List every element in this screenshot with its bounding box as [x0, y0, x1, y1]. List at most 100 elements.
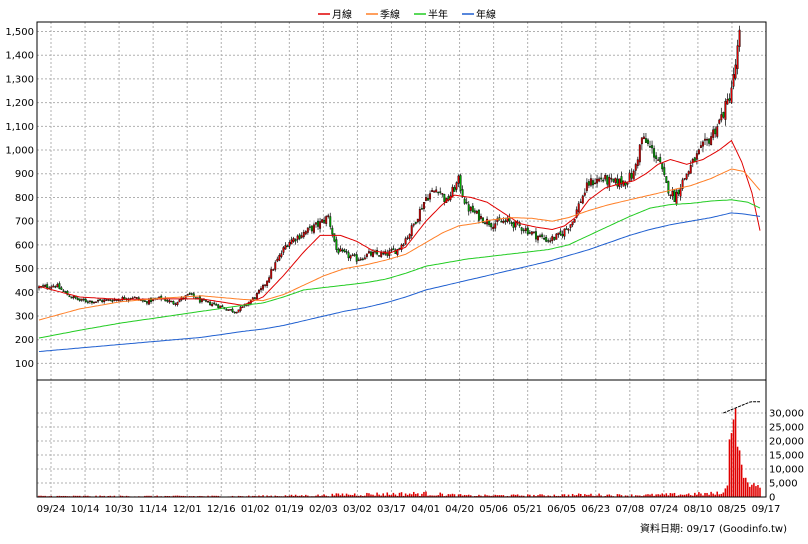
volume-bar [463, 494, 466, 497]
candle-body [492, 226, 495, 230]
candle-body [133, 296, 136, 299]
candle-body [233, 311, 236, 314]
volume-bar [706, 492, 708, 497]
candle-body [451, 186, 454, 197]
volume-bar [166, 495, 169, 497]
candle-body [677, 189, 680, 195]
candle-body [64, 291, 67, 293]
volume-bar [620, 495, 623, 497]
candle-body [172, 301, 175, 305]
candle-body [217, 304, 220, 308]
candle-body [95, 301, 97, 303]
volume-bar [476, 495, 478, 497]
volume-bar [435, 495, 437, 497]
candle-body [412, 223, 415, 226]
volume-bar [547, 495, 549, 497]
candle-body [82, 298, 85, 301]
candle-body [150, 297, 152, 303]
candle-body [663, 167, 666, 176]
candle-body [461, 189, 464, 198]
candle-body [103, 299, 106, 303]
volume-bar [598, 493, 600, 497]
candle-body [304, 231, 307, 235]
volume-bar [38, 495, 40, 497]
volume-bar [386, 492, 389, 497]
candle-body [298, 234, 301, 239]
volume-bar [404, 493, 407, 497]
volume-bar [441, 493, 444, 497]
volume-bar [447, 494, 450, 497]
candle-body [176, 302, 179, 305]
volume-bar [388, 494, 391, 497]
volume-bar [484, 494, 486, 497]
candle-body [68, 295, 71, 298]
volume-bar [626, 495, 629, 497]
candle-body [512, 222, 515, 228]
candle-body [78, 298, 81, 301]
candle-body [380, 252, 383, 257]
candle-body [404, 238, 407, 245]
volume-bar [744, 477, 747, 497]
volume-bar [406, 494, 409, 497]
volume-bar [262, 495, 264, 497]
volume-bar [72, 495, 75, 497]
candle-body [647, 139, 649, 144]
x-tick-label: 02/03 [309, 504, 338, 515]
candle-body [408, 234, 411, 239]
candle-body [522, 229, 525, 232]
volume-bar [370, 494, 372, 497]
volume-bar [726, 485, 729, 497]
volume-bar [423, 491, 425, 497]
volume-bar [107, 495, 110, 497]
candle-body [612, 178, 615, 182]
candle-body [237, 309, 240, 313]
candle-body [76, 297, 79, 301]
candle-body [559, 231, 562, 235]
candle-body [284, 245, 287, 250]
candle-body [655, 155, 658, 159]
volume-bar [657, 494, 659, 497]
candle-body [253, 297, 256, 299]
candle-body [699, 145, 702, 148]
volume-bar [317, 494, 319, 497]
candle-body [541, 234, 544, 237]
volume-bar [596, 495, 598, 497]
volume-bar [99, 495, 101, 497]
candle-body [510, 222, 513, 224]
volume-bar [64, 495, 67, 497]
price-tick-label: 900 [15, 169, 34, 180]
volume-bar [298, 495, 301, 497]
candle-body [545, 236, 548, 242]
candle-body [186, 294, 189, 296]
candle-body [642, 136, 645, 140]
candle-body [632, 170, 635, 180]
volume-bar [683, 494, 686, 497]
candle-body [372, 251, 374, 257]
candle-body [319, 221, 322, 229]
candle-body [70, 297, 73, 299]
candle-body [734, 64, 737, 79]
candle-body [585, 182, 588, 191]
candle-body [620, 176, 623, 185]
candle-body [504, 220, 507, 222]
volume-bar [573, 495, 576, 497]
legend-label: 半年 [428, 8, 448, 21]
volume-bar [516, 494, 519, 497]
volume-bar [366, 492, 368, 497]
candle-body [649, 146, 651, 148]
candle-body [300, 235, 303, 238]
candle-body [577, 203, 580, 212]
candle-body [604, 175, 607, 180]
volume-bar [734, 408, 737, 497]
volume-bar [237, 495, 240, 497]
volume-bar [217, 495, 220, 497]
volume-tick-label: 20,000 [769, 437, 804, 448]
volume-bar [692, 495, 694, 497]
volume-tick-label: 5,000 [769, 479, 798, 490]
candle-body [109, 299, 112, 301]
volume-bar [335, 493, 338, 497]
volume-bar [421, 493, 423, 497]
candle-body [667, 181, 670, 194]
price-tick-label: 800 [15, 193, 34, 204]
candle-body [500, 221, 503, 223]
